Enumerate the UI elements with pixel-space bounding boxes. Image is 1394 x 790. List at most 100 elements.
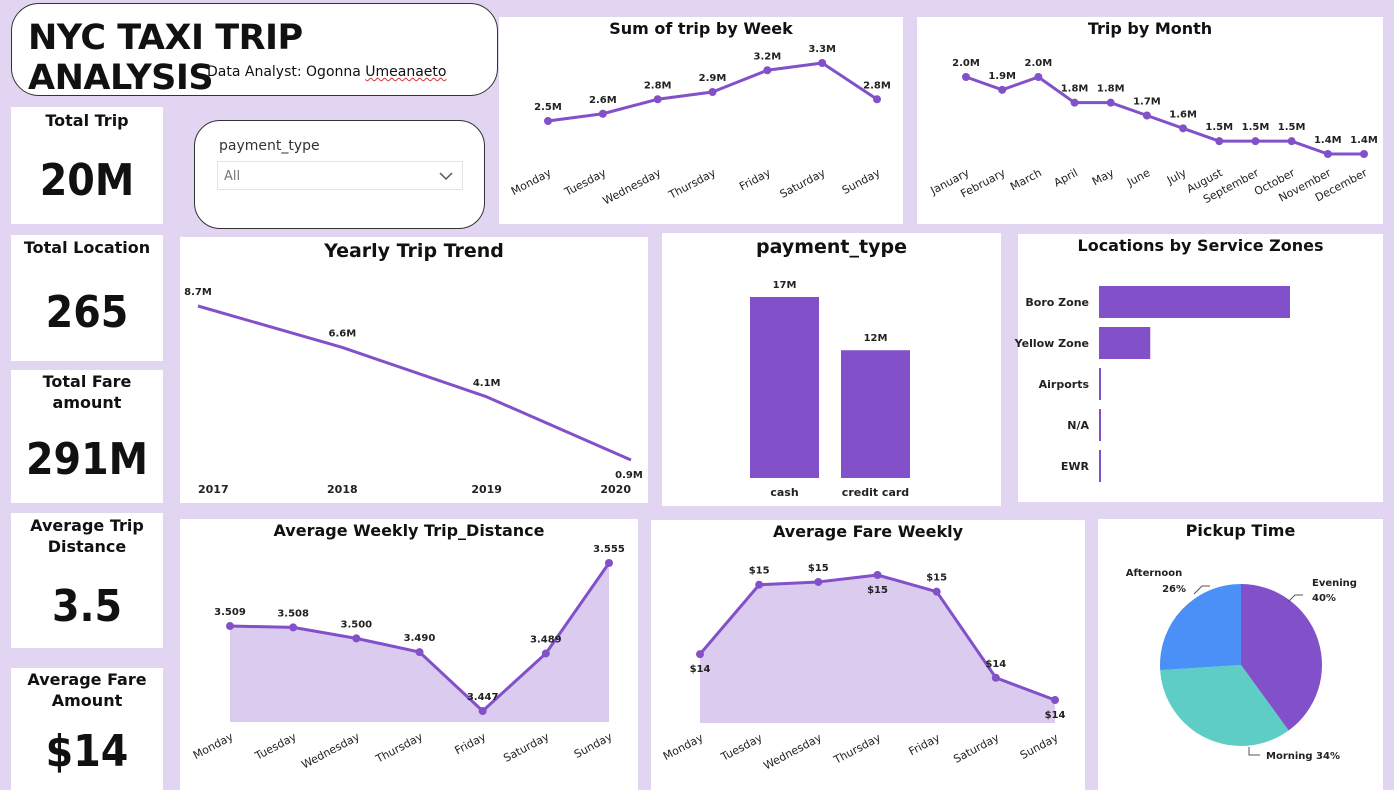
data-label: $15 [926,573,947,584]
x-tick-label: 2017 [198,483,229,496]
data-point [932,587,941,596]
x-tick-label: cash [770,486,798,499]
data-point [1142,111,1151,120]
data-label: 6.6M [328,328,356,339]
chart-distance: 3.509 Monday 3.508 Tuesday 3.500 Wednesday 3.4… [191,544,625,772]
x-tick-label: Sunday [572,730,615,761]
analyst-credit: Data Analyst: Ogonna Umeanaeto [207,64,446,80]
kpi-label-line1: Total Fare [42,372,132,391]
analyst-prefix: Data Analyst: Ogonna [207,64,366,80]
chart-title: Yearly Trip Trend [324,240,504,262]
chart-card-monthly: Trip by Month 2.0M January 1.9M February 2.0… [917,17,1383,224]
analyst-name: Umeanaeto [365,64,447,80]
y-tick-label: Yellow Zone [1014,337,1089,350]
x-tick-label: Wednesday [601,166,664,208]
data-label: 1.8M [1061,84,1089,95]
pie-slice [1160,665,1289,746]
payment-type-slicer: payment_type All [194,120,485,229]
kpi-label: Average Trip Distance [11,515,163,557]
data-point [814,577,823,586]
data-label: 3.555 [593,544,625,555]
x-tick-label: Tuesday [252,730,299,763]
data-point [763,66,772,75]
data-label: 1.5M [1205,122,1233,133]
data-label: 1.8M [1097,84,1125,95]
bar [1099,409,1101,441]
pie-label-value: 40% [1312,593,1336,604]
chart-title: Pickup Time [1185,521,1296,540]
x-tick-label: Wednesday [761,731,824,773]
data-point [873,95,881,104]
kpi-avg-trip-distance: Average Trip Distance 3.5 [11,513,163,648]
data-point [653,95,662,104]
x-tick-label: Tuesday [562,166,609,199]
data-point [1323,150,1332,158]
data-point [478,707,487,715]
data-label: $14 [690,664,711,675]
x-tick-label: Thursday [666,166,719,202]
y-tick-label: N/A [1067,419,1089,432]
kpi-value: 20M [39,155,135,206]
data-label: 3.3M [808,44,836,55]
data-label: 2.0M [952,58,980,69]
chart-zones: Boro Zone Yellow Zone Airports N/A EWR [1014,286,1290,482]
y-tick-label: EWR [1061,460,1090,473]
leader-line [1248,747,1260,756]
data-point [1106,98,1115,107]
x-tick-label: 2020 [600,483,631,496]
data-label: $15 [867,585,888,596]
x-tick-label: Sunday [1018,731,1061,762]
data-label: 2.8M [863,80,891,91]
data-point [1070,98,1079,107]
pie-slice [1160,584,1241,671]
data-point [1215,137,1224,146]
x-tick-label: March [1008,166,1044,193]
bar [841,350,910,478]
chart-title: Average Weekly Trip_Distance [273,521,545,540]
data-label: $15 [749,566,770,577]
leader-line [1193,585,1210,595]
slicer-label: payment_type [219,138,320,154]
leader-line [1287,594,1303,603]
pie-label-value: 26% [1162,584,1186,595]
x-tick-label: Monday [191,730,236,762]
chart-card-fare: Average Fare Weekly $14 Monday $15 Tuesday $… [651,520,1085,790]
x-tick-label: Friday [737,166,773,193]
data-point [415,648,424,657]
data-point [962,73,970,81]
x-tick-label: credit card [842,486,909,499]
chart-card-weekly: Sum of trip by Week 2.5M Monday 2.6M Tuesda… [499,17,903,224]
x-tick-label: Thursday [373,730,426,766]
y-tick-label: Boro Zone [1025,296,1089,309]
x-tick-label: Saturday [951,731,1001,766]
data-point [1179,124,1188,133]
kpi-total-location: Total Location 265 [11,235,163,361]
data-label: 2.0M [1025,58,1053,69]
chart-card-yearly: Yearly Trip Trend 8.7M 2017 6.6M 2018 4.1M 20… [180,237,648,503]
bar [750,297,819,478]
x-tick-label: Friday [453,730,489,757]
x-tick-label: Sunday [840,166,883,197]
data-label: $14 [1045,710,1066,721]
data-point [1251,137,1260,146]
data-label: 2.6M [589,95,617,106]
payment-type-dropdown[interactable]: All [217,161,463,190]
pie-slice [1241,584,1322,731]
data-point [598,109,607,118]
data-point [873,571,882,579]
chart-title: Average Fare Weekly [772,522,964,541]
kpi-total-trip: Total Trip 20M [11,107,163,224]
kpi-label: Average Fare Amount [11,669,163,711]
kpi-value: $14 [45,726,129,777]
data-point [818,59,827,67]
bar [1099,286,1290,318]
data-label: 3.447 [467,692,499,703]
x-tick-label: 2019 [471,483,502,496]
data-label: 2.5M [534,102,562,113]
data-point [605,559,613,567]
data-label: 1.4M [1350,135,1378,146]
kpi-label-line2: Amount [51,691,123,710]
data-label: 3.489 [530,634,562,645]
data-label: 1.5M [1278,122,1306,133]
kpi-value: 291M [25,434,149,485]
